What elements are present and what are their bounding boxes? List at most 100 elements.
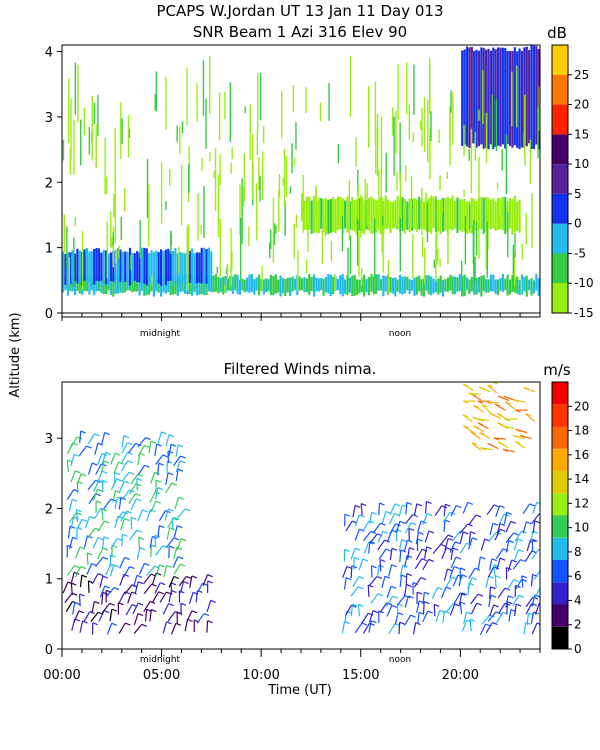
snr-cell [234,273,237,291]
snr-cell [200,280,203,295]
snr-cell [136,251,139,283]
wind-barb-flag [492,522,499,526]
wind-barb [445,603,454,614]
snr-streak [507,211,509,258]
wind-barb-flag [468,379,473,381]
wind-barb-flag [118,461,124,465]
snr-streak [229,82,232,143]
wind-barb-flag [207,574,213,578]
wind-barb [487,401,500,404]
snr-streak [396,171,398,191]
wind-barb-flag [517,538,523,542]
noon-marker-label-2: noon [389,655,411,665]
wind-barb-flag [444,519,451,523]
wind-barb-flag [103,610,110,614]
wind-colorbar-segment [552,493,568,516]
wind-barb [94,507,102,519]
wind-barb [432,544,442,554]
wind-barb-flag [508,539,514,544]
snr-streak [74,62,77,115]
snr-cell [69,278,72,292]
snr-streak [180,164,183,226]
wind-barb-flag [168,602,174,607]
snr-cell [274,274,277,294]
wind-barb-flag [73,516,79,520]
midnight-marker-label: midnight [140,329,181,339]
wind-barb [127,591,133,604]
wind-barb-flag [176,525,183,529]
snr-cell [427,275,430,295]
wind-barbs [62,379,546,636]
snr-streak [463,124,465,157]
snr-streak [214,148,217,212]
wind-barb [431,587,439,599]
snr-cell [181,252,184,284]
snr-band [62,273,540,297]
snr-streak [421,236,424,258]
wind-barb-flag [525,621,531,626]
snr-streak [367,85,370,148]
snr-cell [193,278,196,293]
wind-barb [350,548,356,560]
wind-barb [101,480,104,493]
snr-streak [239,184,241,236]
snr-streak [95,123,97,169]
wind-barb-flag [91,462,98,466]
wind-barb-flag [470,431,477,435]
wind-barb [149,609,152,622]
snr-streak [113,194,115,218]
snr-cell [504,278,507,291]
snr-cell [133,278,136,292]
wind-barb [165,472,169,485]
wind-barb-flag [541,570,546,572]
snr-cell [401,276,404,295]
snr-cell [446,277,449,292]
wind-barb [72,602,76,615]
snr-streak [468,149,470,161]
wind-barb [137,453,141,466]
wind-barb [498,602,506,614]
wind-barb-flag [74,565,80,569]
wind-barb [68,499,73,512]
wind-barb [388,564,393,577]
snr-colorbar-tick-label: 5 [574,187,582,201]
wind-barb [148,440,152,454]
wind-barb [64,592,73,604]
snr-cell [468,47,471,149]
wind-barb [118,591,126,603]
wind-barb-flag [515,603,522,607]
snr-cell [351,275,354,297]
wind-barb [97,520,105,532]
snr-cell [114,275,117,294]
wind-barb [114,497,119,510]
snr-streak [376,114,379,177]
snr-streak [478,219,480,259]
snr-cell [85,248,89,282]
wind-barb [381,511,387,524]
wind-barb-flag [407,539,413,543]
snr-streak [104,137,106,195]
wind-barb [440,586,447,599]
snr-streak [364,179,366,220]
wind-barb [468,567,476,579]
wind-barb-flag [397,612,404,616]
wind-barb [360,503,363,516]
wind-barb-flag [480,556,486,560]
snr-cell [171,278,175,295]
snr-cell [286,277,289,293]
snr-cell [434,279,438,293]
wind-barb [385,595,394,607]
snr-streak [374,219,376,280]
snr-heatmap [62,45,540,297]
snr-streak [524,157,526,166]
snr-streak [226,264,229,280]
snr-streak [155,71,158,112]
wind-barb-flag [142,509,148,513]
snr-streak [429,60,431,114]
wind-barb [79,620,84,633]
wind-barb [531,594,536,607]
snr-cell [298,276,301,291]
wind-barb [525,413,536,422]
wind-barb [119,574,125,586]
